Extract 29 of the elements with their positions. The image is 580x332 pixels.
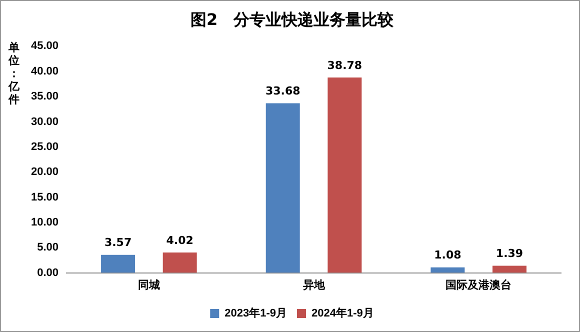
y-tick-label: 15.00 <box>30 191 59 204</box>
y-axis-title: 单位：亿件 <box>7 41 20 106</box>
y-tick-label: 45.00 <box>30 40 59 52</box>
data-label: 1.39 <box>496 247 524 260</box>
y-tick-label: 30.00 <box>30 116 59 128</box>
x-tick-label: 同城 <box>138 278 160 292</box>
y-tick-label: 20.00 <box>30 166 59 178</box>
bar <box>430 267 465 273</box>
legend-label: 2023年1-9月 <box>224 306 288 320</box>
x-tick-label: 异地 <box>302 278 326 292</box>
bar <box>101 254 136 273</box>
data-label: 1.08 <box>434 248 462 262</box>
y-tick-label: 0.00 <box>37 266 59 279</box>
bar <box>266 103 300 273</box>
bar <box>328 78 362 273</box>
y-tick-label: 5.00 <box>37 242 59 254</box>
x-tick-label: 国际及港澳台 <box>446 278 512 292</box>
bar <box>492 266 526 273</box>
bar <box>162 252 197 273</box>
data-label: 3.57 <box>104 236 132 250</box>
chart-title: 图2 分专业快递业务量比较 <box>190 10 395 29</box>
data-label: 38.78 <box>327 58 362 72</box>
data-label: 4.02 <box>166 234 194 247</box>
legend-label: 2024年1-9月 <box>312 306 374 320</box>
y-tick-label: 40.00 <box>30 65 59 78</box>
y-tick-label: 35.00 <box>30 90 59 103</box>
y-tick-label: 10.00 <box>30 216 59 228</box>
y-tick-label: 25.00 <box>30 140 59 153</box>
data-label: 33.68 <box>265 84 300 98</box>
